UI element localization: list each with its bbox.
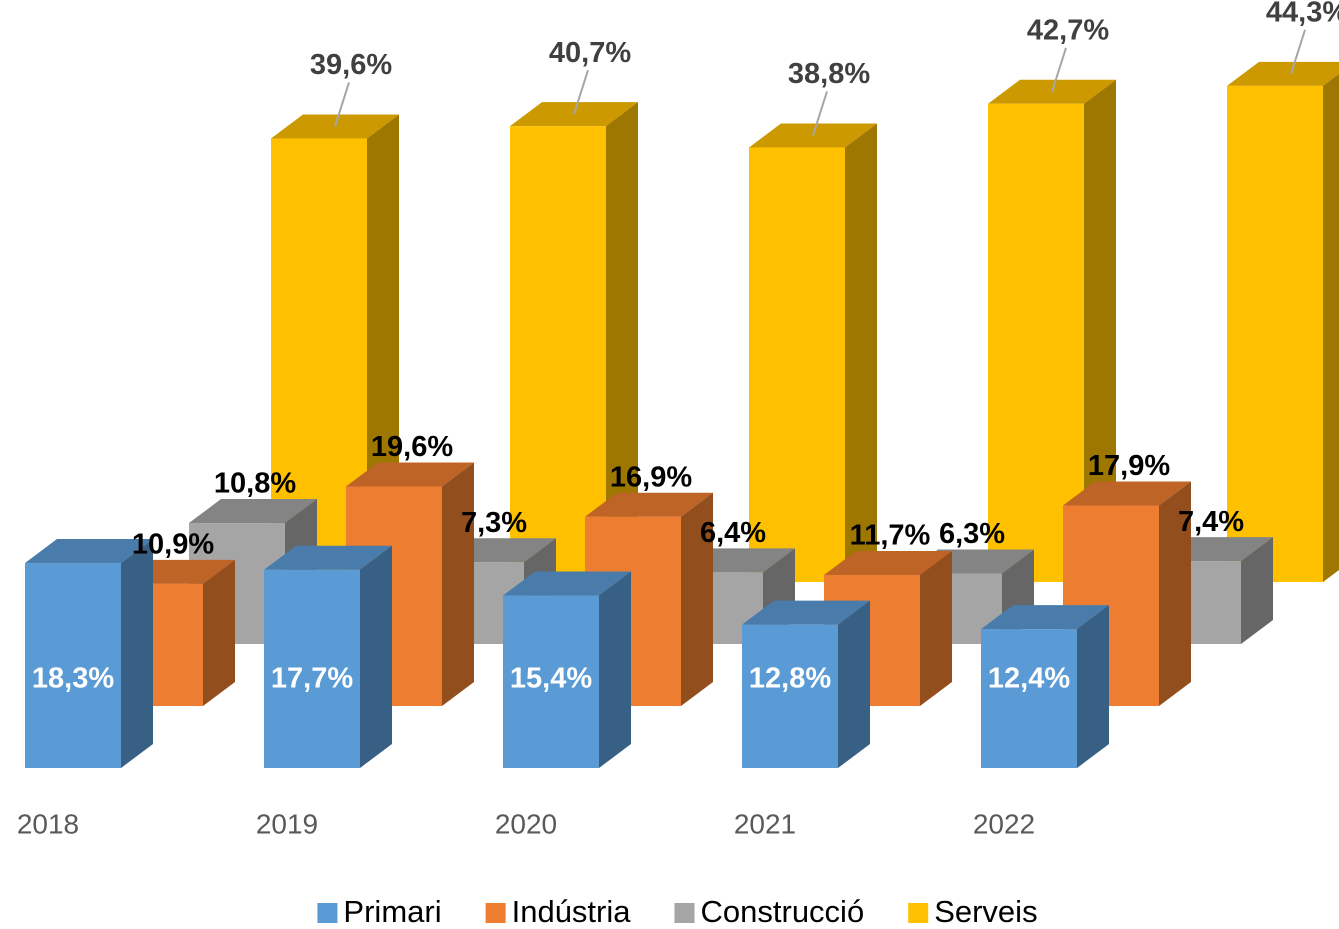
bar [742, 624, 838, 768]
leader-line [1051, 47, 1067, 93]
data-label: 7,3% [461, 507, 527, 539]
bar-side [121, 539, 153, 768]
legend-label: Indústria [512, 894, 632, 929]
bar [510, 126, 606, 582]
bar [749, 147, 845, 582]
bar-top [503, 571, 631, 596]
bar-side [360, 545, 392, 768]
data-label: 38,8% [788, 58, 870, 90]
bar-top [189, 499, 317, 524]
bar-side [1323, 73, 1339, 582]
data-label: 6,3% [939, 518, 1005, 550]
leader-line [812, 91, 828, 136]
data-label: 15,4% [510, 663, 592, 695]
legend-swatch [485, 903, 506, 923]
legend-label: Serveis [934, 894, 1037, 929]
data-label: 10,8% [214, 468, 296, 500]
bar-top [742, 600, 870, 625]
x-tick-label: 2020 [495, 808, 557, 839]
x-tick-label: 2022 [973, 808, 1035, 839]
data-label: 18,3% [32, 663, 114, 695]
data-label: 40,7% [549, 37, 631, 69]
bar-side [1084, 79, 1116, 582]
bar-top [1063, 481, 1191, 506]
x-tick-label: 2021 [734, 808, 796, 839]
data-label: 11,7% [850, 520, 931, 552]
data-label: 6,4% [700, 517, 766, 549]
legend-swatch [674, 903, 695, 923]
legend: Primari Indústria Construcció Serveis [317, 894, 1038, 929]
bar-top [1227, 61, 1339, 86]
bar-side [1077, 605, 1109, 768]
legend-label: Construcció [701, 894, 865, 929]
bar-side [1159, 481, 1191, 706]
data-label: 10,9% [132, 529, 214, 561]
x-tick-label: 2018 [17, 808, 79, 839]
bar-top [25, 539, 153, 564]
bar-side [606, 102, 638, 582]
bar-side [599, 571, 631, 768]
legend-swatch [908, 903, 929, 923]
bar-side [442, 462, 474, 706]
bar-side [920, 550, 952, 706]
bar-side [838, 600, 870, 768]
bar [1227, 85, 1323, 582]
bar-top [585, 492, 713, 517]
bar [25, 563, 121, 768]
x-tick-label: 2019 [256, 808, 318, 839]
bar [503, 595, 599, 768]
leader-line [1290, 29, 1306, 75]
data-label: 16,9% [610, 461, 692, 493]
bar-top [981, 605, 1109, 630]
data-label: 44,3% [1266, 0, 1339, 28]
data-label: 12,8% [749, 663, 831, 695]
data-label: 19,6% [371, 431, 453, 463]
legend-swatch [317, 903, 338, 923]
bar [264, 569, 360, 768]
data-label: 12,4% [988, 663, 1070, 695]
data-label: 42,7% [1027, 14, 1109, 46]
bar-side [1241, 537, 1273, 644]
legend-label: Primari [343, 894, 441, 929]
leader-line [334, 82, 350, 127]
bar-side [681, 492, 713, 706]
data-label: 17,9% [1088, 450, 1170, 482]
data-label: 17,7% [271, 663, 353, 695]
bar-top [824, 550, 952, 575]
data-label: 7,4% [1178, 506, 1244, 538]
bar-top [346, 462, 474, 487]
data-label: 39,6% [310, 49, 392, 81]
leader-line [573, 69, 589, 115]
bar-top [264, 545, 392, 570]
bar-side [845, 123, 877, 582]
bar [981, 629, 1077, 768]
bar-side [203, 559, 235, 706]
